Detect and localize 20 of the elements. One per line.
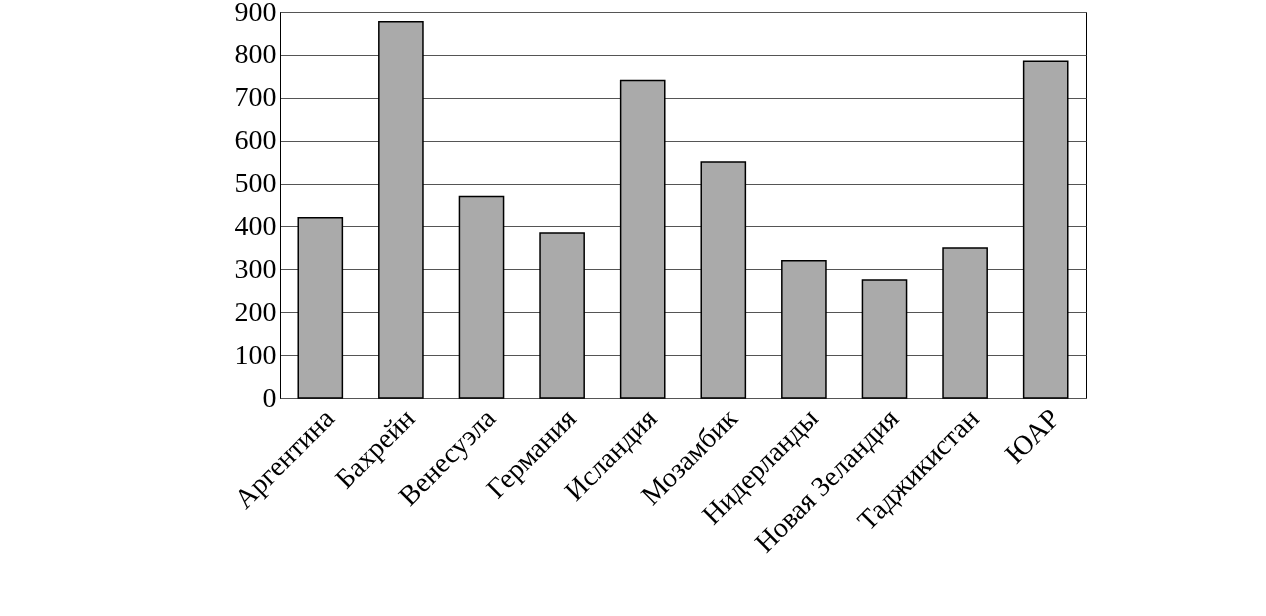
bar <box>1022 60 1069 399</box>
y-tick-label: 700 <box>234 81 277 113</box>
bar <box>378 21 424 399</box>
bar <box>297 217 344 399</box>
y-tick-label: 0 <box>262 381 277 413</box>
bar <box>539 232 585 399</box>
bar <box>942 247 988 399</box>
bar <box>781 260 827 399</box>
y-tick-label: 900 <box>234 0 277 27</box>
bar <box>700 161 747 399</box>
y-tick-label: 500 <box>234 167 277 199</box>
y-tick-label: 100 <box>234 338 277 370</box>
y-tick-label: 300 <box>234 252 277 284</box>
bar <box>619 79 666 399</box>
bar <box>458 195 505 399</box>
y-tick-label: 200 <box>234 295 277 327</box>
bar <box>861 279 908 399</box>
y-tick-label: 800 <box>234 38 277 70</box>
y-tick-label: 600 <box>234 124 277 156</box>
y-tick-label: 400 <box>234 209 277 241</box>
